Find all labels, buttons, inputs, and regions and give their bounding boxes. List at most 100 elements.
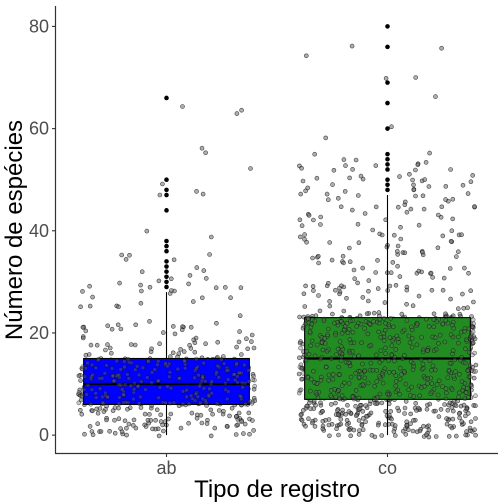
- jitter-point: [225, 367, 231, 373]
- jitter-point: [348, 340, 354, 346]
- jitter-point: [424, 432, 429, 438]
- jitter-point: [150, 426, 155, 432]
- jitter-point: [342, 396, 348, 402]
- jitter-point: [302, 232, 307, 237]
- jitter-point: [302, 321, 308, 327]
- jitter-point: [143, 424, 149, 429]
- jitter-point: [178, 347, 183, 352]
- jitter-point: [237, 370, 242, 376]
- jitter-point: [223, 285, 228, 290]
- jitter-point: [194, 189, 199, 194]
- jitter-point: [250, 377, 255, 382]
- jitter-point: [397, 376, 403, 382]
- jitter-point: [456, 334, 461, 340]
- jitter-point: [433, 346, 439, 352]
- jitter-point: [116, 304, 121, 310]
- jitter-point: [417, 428, 423, 434]
- jitter-point: [465, 305, 470, 311]
- jitter-point: [430, 275, 435, 280]
- jitter-point: [319, 339, 325, 345]
- jitter-point: [467, 363, 473, 368]
- outlier-point: [385, 44, 390, 50]
- jitter-point: [471, 299, 476, 305]
- jitter-point: [402, 405, 408, 411]
- jitter-point: [154, 407, 160, 413]
- jitter-point: [237, 313, 243, 319]
- jitter-point: [227, 413, 232, 419]
- jitter-point: [84, 392, 89, 397]
- jitter-point: [360, 176, 366, 182]
- jitter-point: [471, 369, 477, 375]
- jitter-point: [465, 191, 471, 196]
- jitter-point: [423, 316, 429, 322]
- jitter-point: [425, 348, 430, 353]
- jitter-point: [296, 390, 302, 396]
- jitter-point: [192, 398, 198, 403]
- jitter-point: [473, 403, 478, 409]
- jitter-point: [435, 212, 441, 218]
- jitter-point: [237, 329, 242, 334]
- jitter-point: [221, 361, 227, 366]
- jitter-point: [131, 417, 137, 423]
- jitter-point: [356, 374, 362, 380]
- jitter-point: [196, 372, 201, 378]
- jitter-point: [397, 391, 403, 397]
- jitter-point: [362, 368, 368, 373]
- jitter-point: [383, 76, 389, 81]
- jitter-point: [333, 394, 339, 400]
- jitter-point: [133, 322, 138, 328]
- jitter-point: [237, 393, 243, 399]
- jitter-point: [468, 382, 474, 388]
- jitter-point: [346, 360, 351, 366]
- jitter-point: [323, 135, 329, 141]
- jitter-point: [318, 222, 323, 227]
- jitter-point: [398, 236, 404, 242]
- jitter-point: [209, 379, 214, 384]
- jitter-point: [236, 410, 242, 416]
- jitter-point: [473, 432, 478, 438]
- jitter-point: [427, 401, 433, 407]
- jitter-point: [207, 386, 212, 392]
- jitter-point: [298, 387, 304, 393]
- jitter-point: [234, 344, 239, 350]
- jitter-point: [416, 222, 422, 228]
- jitter-point: [93, 395, 99, 400]
- jitter-point: [414, 342, 420, 348]
- jitter-point: [156, 395, 161, 401]
- jitter-point: [440, 384, 445, 389]
- jitter-point: [313, 402, 318, 408]
- jitter-point: [109, 326, 115, 332]
- jitter-point: [232, 371, 237, 377]
- jitter-point: [366, 288, 371, 294]
- jitter-point: [378, 334, 384, 340]
- jitter-point: [350, 394, 355, 399]
- jitter-point: [156, 378, 161, 384]
- jitter-point: [453, 433, 459, 439]
- jitter-point: [310, 284, 316, 289]
- jitter-point: [441, 275, 447, 281]
- jitter-point: [472, 427, 477, 433]
- jitter-point: [360, 427, 366, 433]
- jitter-point: [440, 287, 446, 293]
- jitter-point: [117, 280, 122, 286]
- jitter-point: [341, 260, 346, 266]
- jitter-point: [442, 402, 447, 407]
- jitter-point: [407, 340, 413, 345]
- jitter-point: [390, 260, 396, 265]
- jitter-point: [446, 369, 452, 374]
- jitter-point: [442, 339, 448, 345]
- jitter-point: [347, 175, 352, 181]
- jitter-point: [433, 434, 439, 439]
- jitter-point: [336, 412, 341, 418]
- jitter-point: [410, 177, 415, 183]
- jitter-point: [338, 421, 344, 427]
- jitter-point: [426, 324, 432, 329]
- jitter-point: [388, 316, 393, 321]
- jitter-point: [224, 423, 230, 429]
- jitter-point: [335, 346, 341, 352]
- jitter-point: [398, 225, 403, 230]
- jitter-point: [314, 342, 320, 348]
- jitter-point: [355, 280, 360, 286]
- jitter-point: [404, 209, 410, 215]
- jitter-point: [448, 332, 454, 337]
